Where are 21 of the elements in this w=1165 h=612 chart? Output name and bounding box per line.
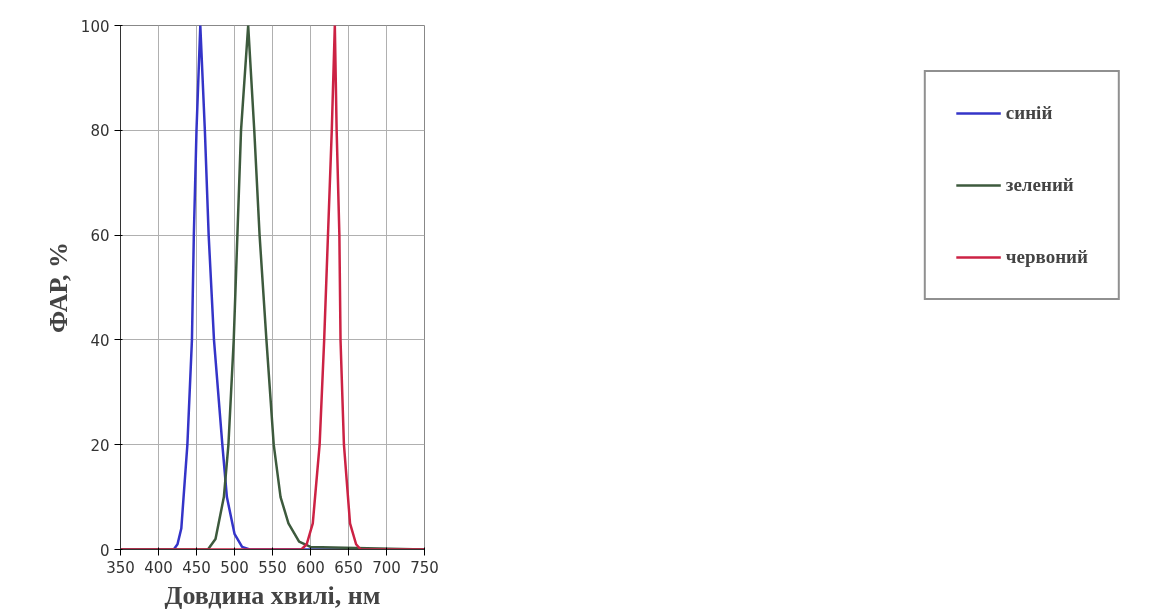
y-tick-label: 80	[90, 122, 110, 141]
y-tick-label: 100	[80, 17, 110, 36]
legend-label: зелений	[1005, 174, 1074, 196]
x-tick-label: 450	[182, 558, 211, 577]
legend-label: червоний	[1005, 246, 1088, 268]
x-tick-label: 700	[372, 558, 401, 577]
line-series	[120, 25, 425, 550]
x-tick-label: 600	[296, 558, 325, 577]
y-axis-title: ФАР, %	[43, 241, 73, 334]
x-tick-label: 650	[334, 558, 363, 577]
y-tick-label: 0	[99, 541, 110, 560]
y-tick-label: 20	[90, 436, 110, 455]
legend-label: синій	[1005, 102, 1053, 124]
x-tick-label: 350	[106, 558, 135, 577]
x-axis-title: Довдина хвилі, нм	[164, 580, 381, 610]
y-tick-label: 60	[90, 227, 110, 246]
x-tick-label: 500	[220, 558, 249, 577]
x-tick-label: 550	[258, 558, 287, 577]
x-tick-label: 750	[410, 558, 439, 577]
y-tick-label: 40	[90, 331, 110, 350]
x-tick-label: 400	[144, 558, 173, 577]
